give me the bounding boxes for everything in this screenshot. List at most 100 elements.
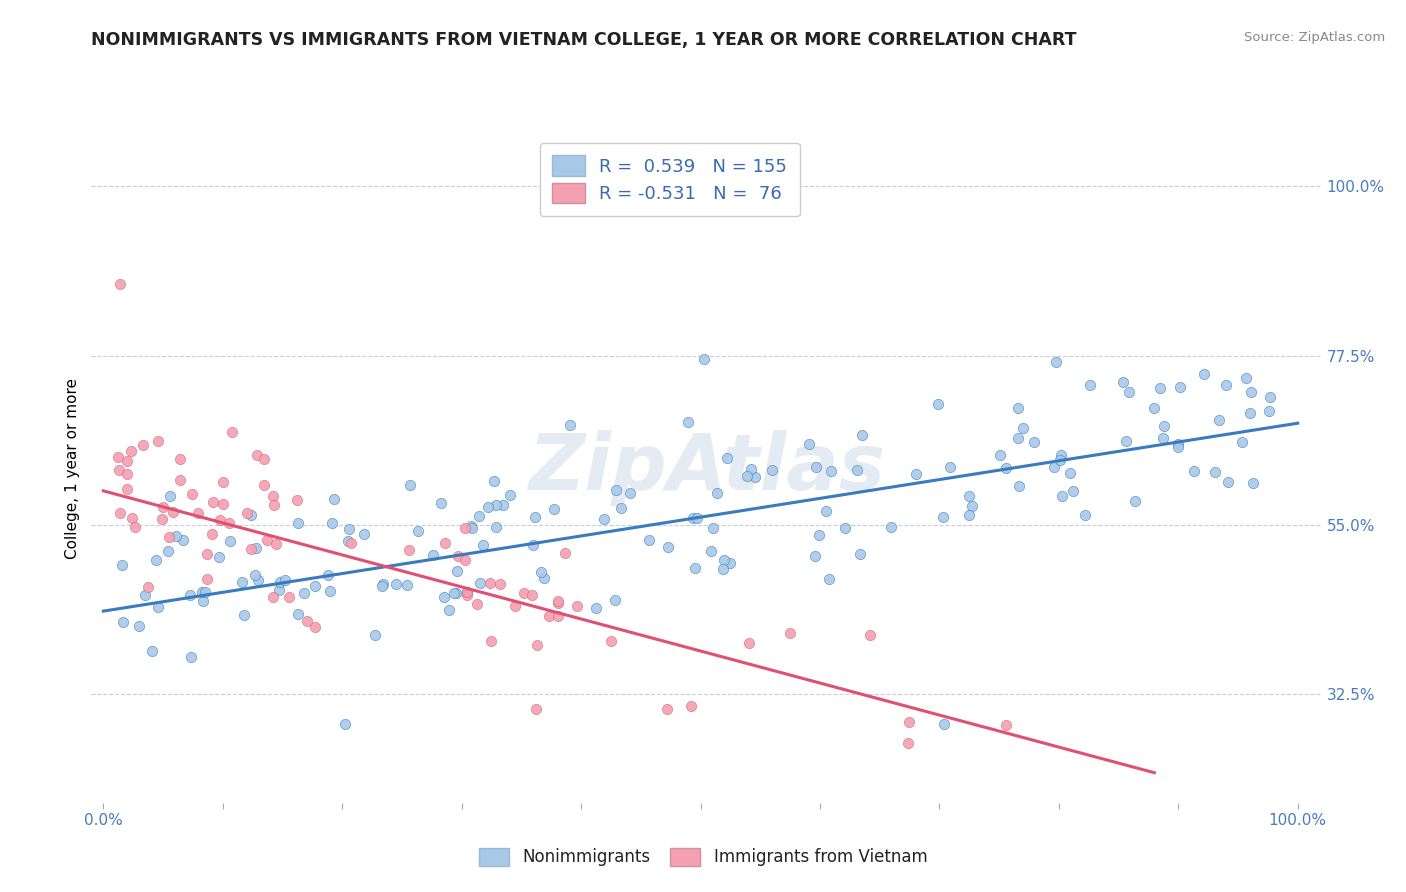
Point [211,475,233,490]
Point [815,504,838,518]
Point [247,573,270,587]
Point [245,449,267,463]
Point [499,488,522,502]
Point [1234,370,1257,384]
Point [274,573,297,587]
Point [1049,453,1071,467]
Point [1239,385,1261,400]
Point [1239,406,1261,420]
Point [1167,440,1189,454]
Point [605,483,627,497]
Point [1011,420,1033,434]
Point [434,536,457,550]
Point [165,529,187,543]
Point [187,506,209,520]
Point [1043,460,1066,475]
Point [384,577,406,591]
Point [522,589,544,603]
Point [292,586,315,600]
Point [371,577,394,591]
Point [1152,431,1174,445]
Point [406,524,429,539]
Point [530,566,553,580]
Point [157,544,180,558]
Point [179,589,201,603]
Point [592,512,614,526]
Point [422,549,444,563]
Point [547,594,569,608]
Point [1216,475,1239,489]
Point [263,498,285,512]
Point [1168,380,1191,394]
Point [221,425,243,439]
Point [489,577,512,591]
Text: ZipAtlas: ZipAtlas [529,430,884,507]
Point [180,649,202,664]
Point [121,511,143,525]
Point [1258,404,1281,418]
Point [107,450,129,465]
Point [180,487,202,501]
Point [108,277,131,292]
Point [880,519,903,533]
Point [169,473,191,487]
Point [1045,355,1067,369]
Point [1204,465,1226,479]
Text: Source: ZipAtlas.com: Source: ZipAtlas.com [1244,31,1385,45]
Point [235,506,257,520]
Point [465,597,488,611]
Legend: R =  0.539   N = 155, R = -0.531   N =  76: R = 0.539 N = 155, R = -0.531 N = 76 [540,143,800,216]
Point [287,607,309,621]
Point [927,396,949,410]
Point [1115,434,1137,448]
Point [585,600,607,615]
Point [148,599,170,614]
Point [339,536,361,550]
Point [157,530,180,544]
Point [239,508,262,522]
Point [110,507,132,521]
Point [957,508,980,522]
Point [682,511,704,525]
Point [321,516,343,530]
Point [264,537,287,551]
Point [191,593,214,607]
Point [898,714,921,729]
Point [711,561,734,575]
Point [353,527,375,541]
Point [200,527,222,541]
Point [543,501,565,516]
Point [131,438,153,452]
Point [849,547,872,561]
Point [718,556,741,570]
Point [337,522,360,536]
Text: NONIMMIGRANTS VS IMMIGRANTS FROM VIETNAM COLLEGE, 1 YEAR OR MORE CORRELATION CHA: NONIMMIGRANTS VS IMMIGRANTS FROM VIETNAM… [91,31,1077,49]
Point [134,588,156,602]
Point [468,575,491,590]
Point [610,500,633,515]
Point [159,489,181,503]
Point [547,596,569,610]
Point [1260,390,1282,404]
Point [683,561,706,575]
Point [804,549,827,563]
Point [679,699,702,714]
Point [437,603,460,617]
Point [112,615,135,629]
Point [896,736,918,750]
Point [994,461,1017,475]
Point [744,469,766,483]
Point [304,579,326,593]
Point [447,549,470,563]
Point [443,586,465,600]
Point [262,590,284,604]
Point [172,533,194,548]
Point [1153,419,1175,434]
Point [716,450,738,465]
Point [399,478,422,492]
Point [152,512,174,526]
Point [619,486,641,500]
Point [859,627,882,641]
Point [931,510,953,524]
Point [1024,434,1046,449]
